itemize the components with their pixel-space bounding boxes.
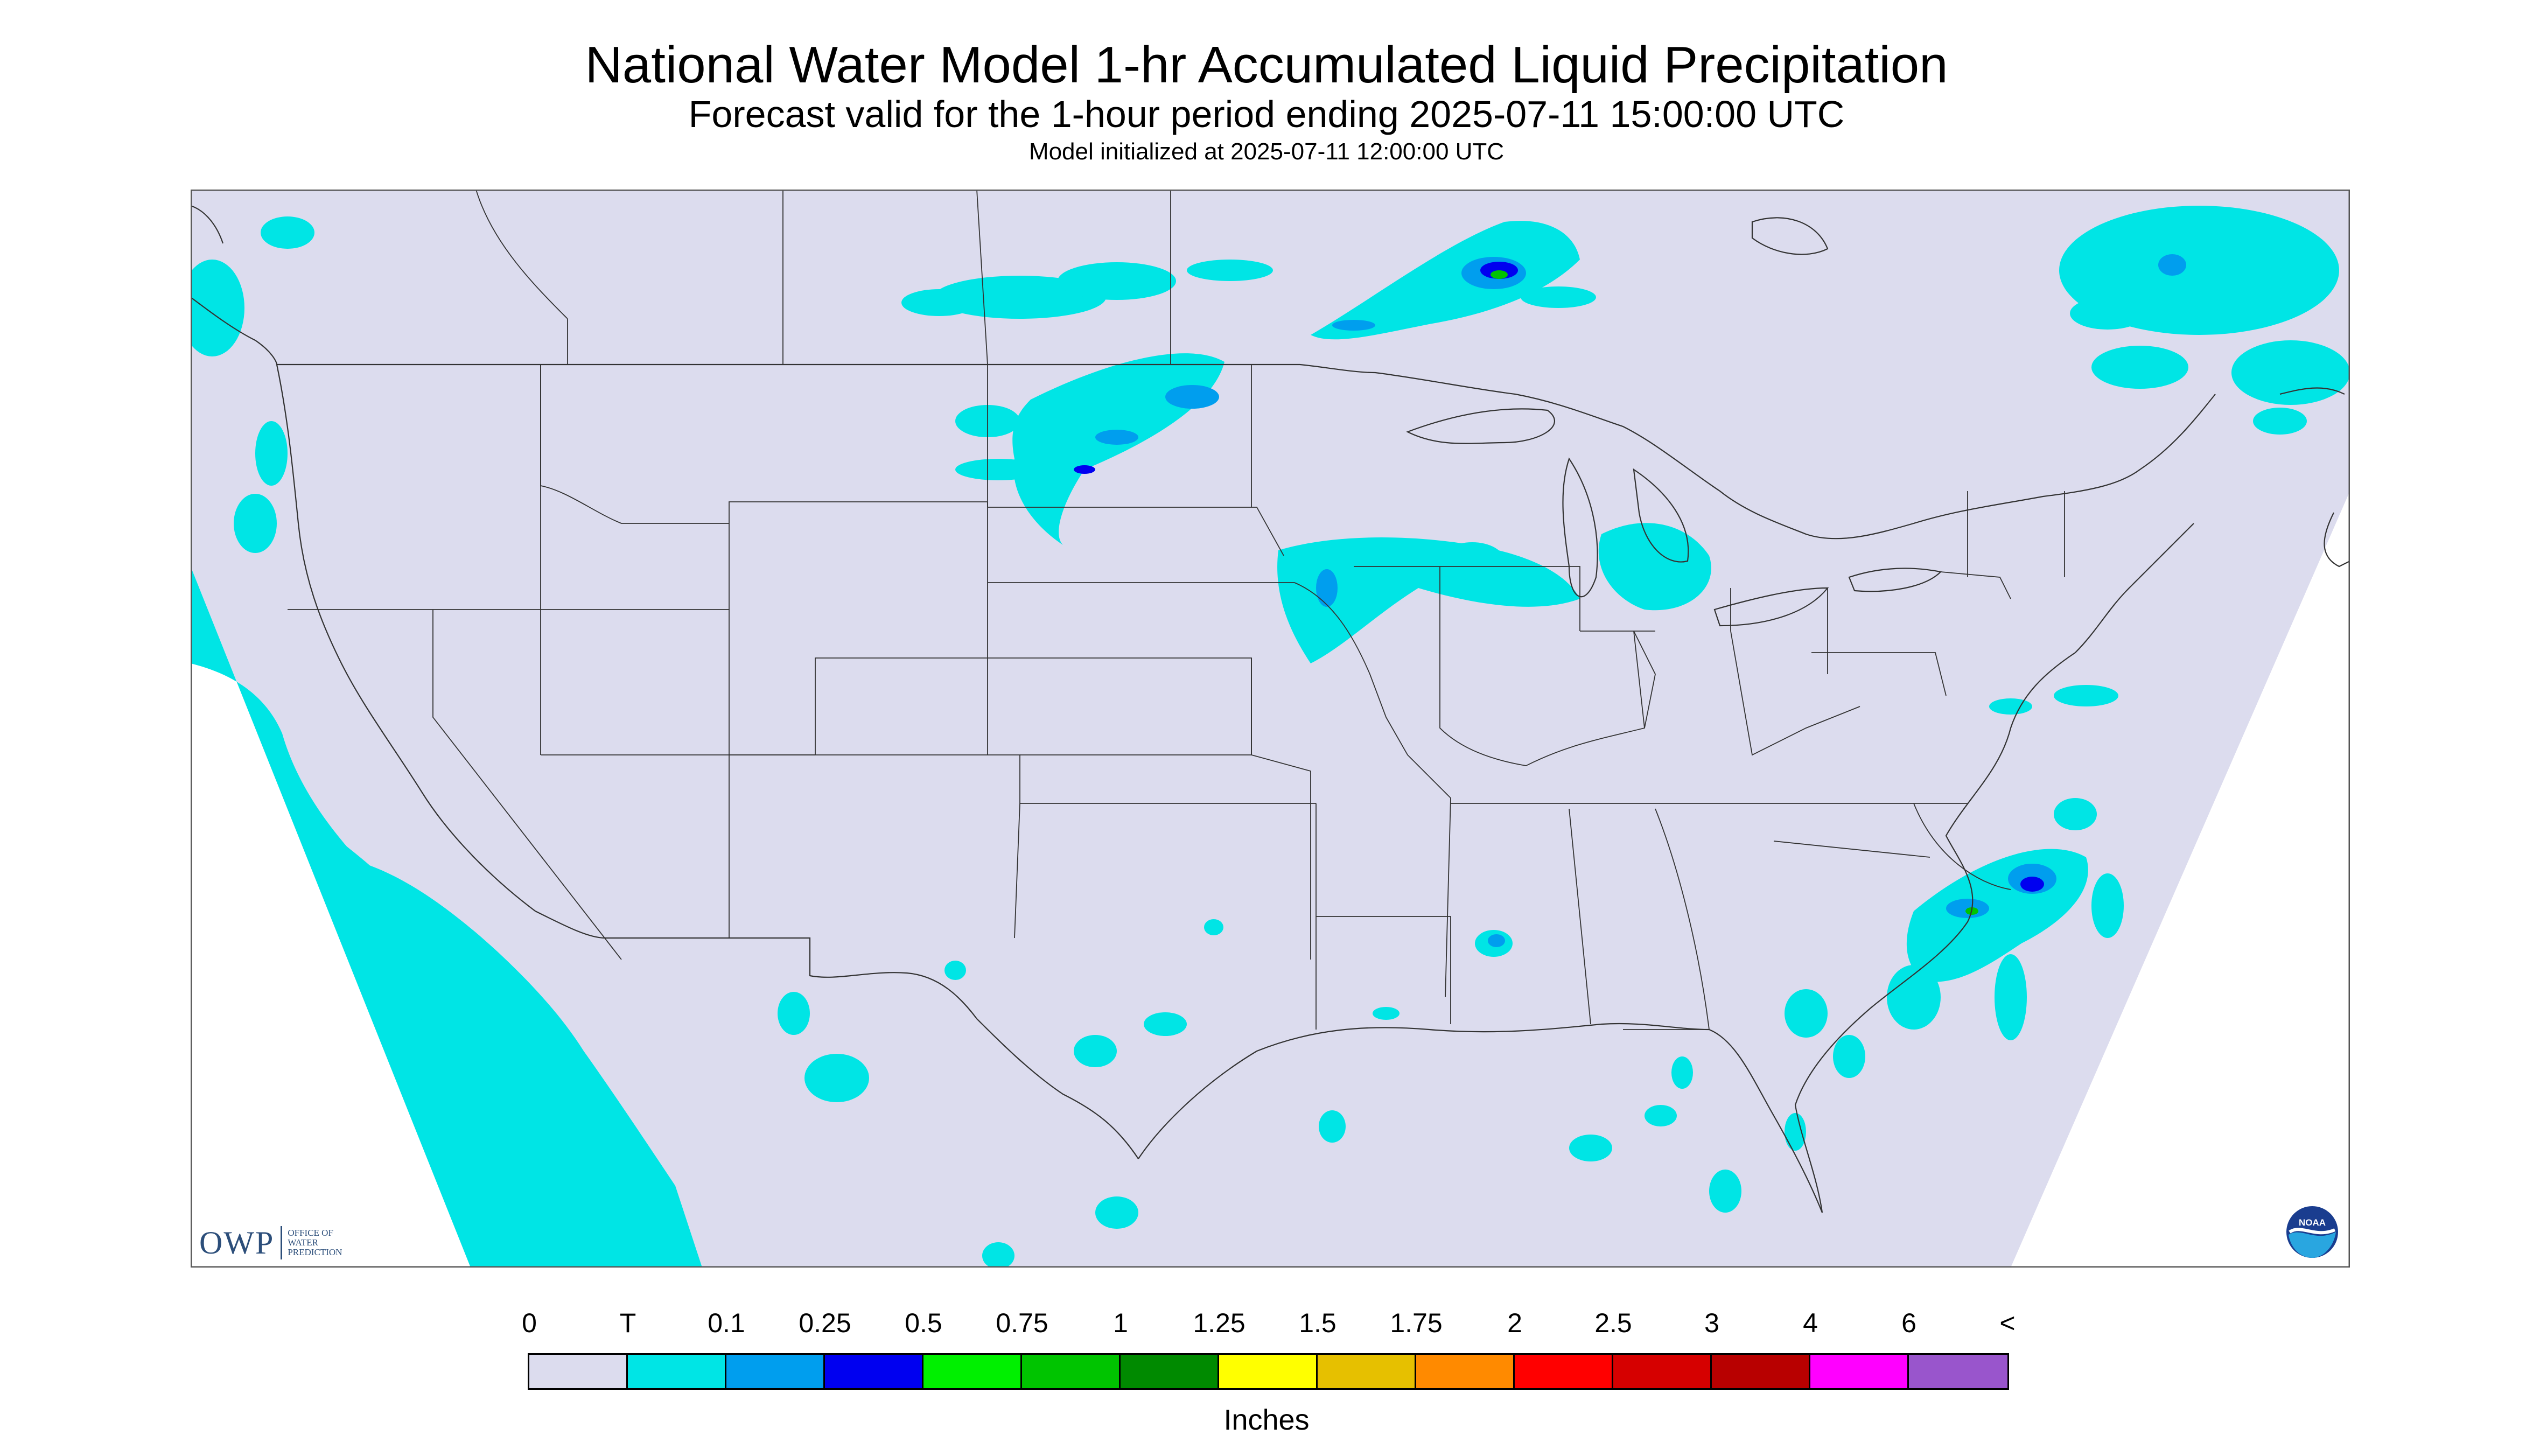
precip-ontario	[1311, 221, 1580, 340]
mexico-border	[605, 937, 1139, 1159]
newfoundland-coast	[2324, 512, 2350, 568]
model-init-line: Model initialized at 2025-07-11 12:00:00…	[1028, 138, 1505, 165]
map-frame	[191, 190, 2350, 1268]
chart-subtitle: Forecast valid for the 1-hour period end…	[688, 93, 1845, 135]
legend-tick-label: 4	[1803, 1308, 1818, 1338]
great-lake-superior	[1406, 408, 1556, 444]
legend-tick-label: 6	[1901, 1308, 1916, 1338]
legend-swatch-2	[726, 1355, 825, 1388]
legend-swatch-0	[529, 1355, 628, 1388]
precipitation-map	[191, 190, 2350, 1268]
precip-pacific-south	[341, 857, 702, 1268]
legend-swatch-10	[1515, 1355, 1613, 1388]
legend-tick-label: 1.25	[1193, 1308, 1245, 1338]
owp-logo-line3: PREDICTION	[288, 1247, 342, 1257]
owp-logo-line2: WATER	[288, 1237, 319, 1248]
legend-tick-label: 0.75	[996, 1308, 1048, 1338]
legend-tick-label: 0.1	[708, 1308, 745, 1338]
legend-swatch-3	[825, 1355, 923, 1388]
legend-tick-label: 2	[1507, 1308, 1522, 1338]
legend-colorbar	[528, 1353, 2009, 1390]
legend-swatch-6	[1121, 1355, 1219, 1388]
legend-tick-label: 0.25	[799, 1308, 851, 1338]
legend-swatch-1	[628, 1355, 726, 1388]
legend-swatch-9	[1416, 1355, 1515, 1388]
legend-swatch-13	[1810, 1355, 1909, 1388]
owp-logo: OWP OFFICE OF WATER PREDICTION	[199, 1221, 368, 1264]
legend-tick-label: 2.5	[1594, 1308, 1632, 1338]
legend-tick-label: 1	[1113, 1308, 1128, 1338]
legend-swatch-8	[1318, 1355, 1416, 1388]
nova-scotia	[2279, 387, 2345, 395]
lake-ontario	[1848, 568, 1942, 592]
lake-huron	[1633, 468, 1689, 563]
noaa-logo: NOAA	[2286, 1206, 2338, 1258]
legend-tick-label: 1.5	[1299, 1308, 1337, 1338]
legend-swatch-7	[1219, 1355, 1318, 1388]
gulf-coast	[1138, 1023, 1823, 1213]
owp-logo-mark: OWP	[199, 1224, 275, 1261]
east-coast	[1794, 523, 2194, 1213]
owp-logo-divider	[281, 1226, 283, 1259]
boundaries	[191, 190, 2350, 1213]
state-lines	[288, 190, 2065, 1030]
legend-tick-label: 1.75	[1390, 1308, 1443, 1338]
legend-tick-label: 3	[1704, 1308, 1719, 1338]
legend-tick-label: 0	[522, 1308, 537, 1338]
legend-swatch-11	[1613, 1355, 1712, 1388]
owp-logo-text: OFFICE OF WATER PREDICTION	[288, 1228, 368, 1257]
legend-swatch-14	[1909, 1355, 2007, 1388]
legend-swatch-5	[1022, 1355, 1121, 1388]
hudson-bay-lake	[1751, 217, 1829, 255]
precip-great-lakes	[1598, 523, 1711, 611]
west-coast-islands	[191, 297, 278, 365]
owp-logo-line1: OFFICE OF	[288, 1228, 333, 1238]
legend-tick-label: T	[619, 1308, 636, 1338]
legend-swatch-4	[923, 1355, 1022, 1388]
noaa-logo-text: NOAA	[2299, 1217, 2326, 1228]
legend-units: Inches	[1223, 1404, 1310, 1436]
legend-swatch-12	[1712, 1355, 1810, 1388]
legend-tick-label: <	[1999, 1308, 2016, 1338]
precip-pacific-blob	[234, 494, 277, 553]
chart-title: National Water Model 1-hr Accumulated Li…	[585, 36, 1948, 94]
precip-upper-midwest	[1277, 537, 1580, 663]
west-coast	[276, 364, 606, 939]
canada-border	[277, 363, 2216, 540]
legend-tick-label: 0.5	[905, 1308, 942, 1338]
